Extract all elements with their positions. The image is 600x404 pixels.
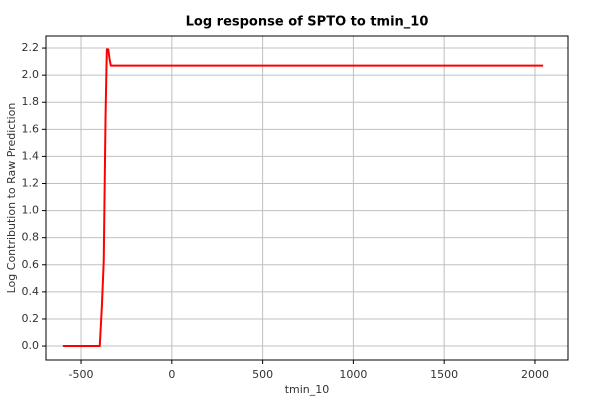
plot-area xyxy=(45,35,569,361)
y-tick-label: 1.2 xyxy=(22,177,40,190)
y-tick-label: 2.0 xyxy=(22,68,40,81)
x-tick-label: 2000 xyxy=(521,368,549,381)
y-axis-label: Log Contribution to Raw Prediction xyxy=(5,103,18,294)
x-axis-label: tmin_10 xyxy=(285,383,330,396)
y-tick-label: 0.6 xyxy=(22,258,40,271)
y-tick-label: 0.4 xyxy=(22,285,40,298)
y-tick-label: 0.0 xyxy=(22,339,40,352)
plot-frame xyxy=(45,35,569,361)
line-series xyxy=(62,48,544,348)
y-tick-label: 0.2 xyxy=(22,312,40,325)
y-tick-label: 1.6 xyxy=(22,122,40,135)
y-tick-label: 1.4 xyxy=(22,149,40,162)
chart-title: Log response of SPTO to tmin_10 xyxy=(186,15,429,30)
x-tick-label: -500 xyxy=(69,368,94,381)
y-tick-label: 2.2 xyxy=(22,41,40,54)
y-tick-label: 1.8 xyxy=(22,95,40,108)
y-tick-label: 0.8 xyxy=(22,231,40,244)
x-tick-label: 1000 xyxy=(339,368,367,381)
y-tick-label: 1.0 xyxy=(22,204,40,217)
x-tick-label: 500 xyxy=(252,368,273,381)
x-tick-label: 0 xyxy=(168,368,175,381)
x-tick-label: 1500 xyxy=(430,368,458,381)
